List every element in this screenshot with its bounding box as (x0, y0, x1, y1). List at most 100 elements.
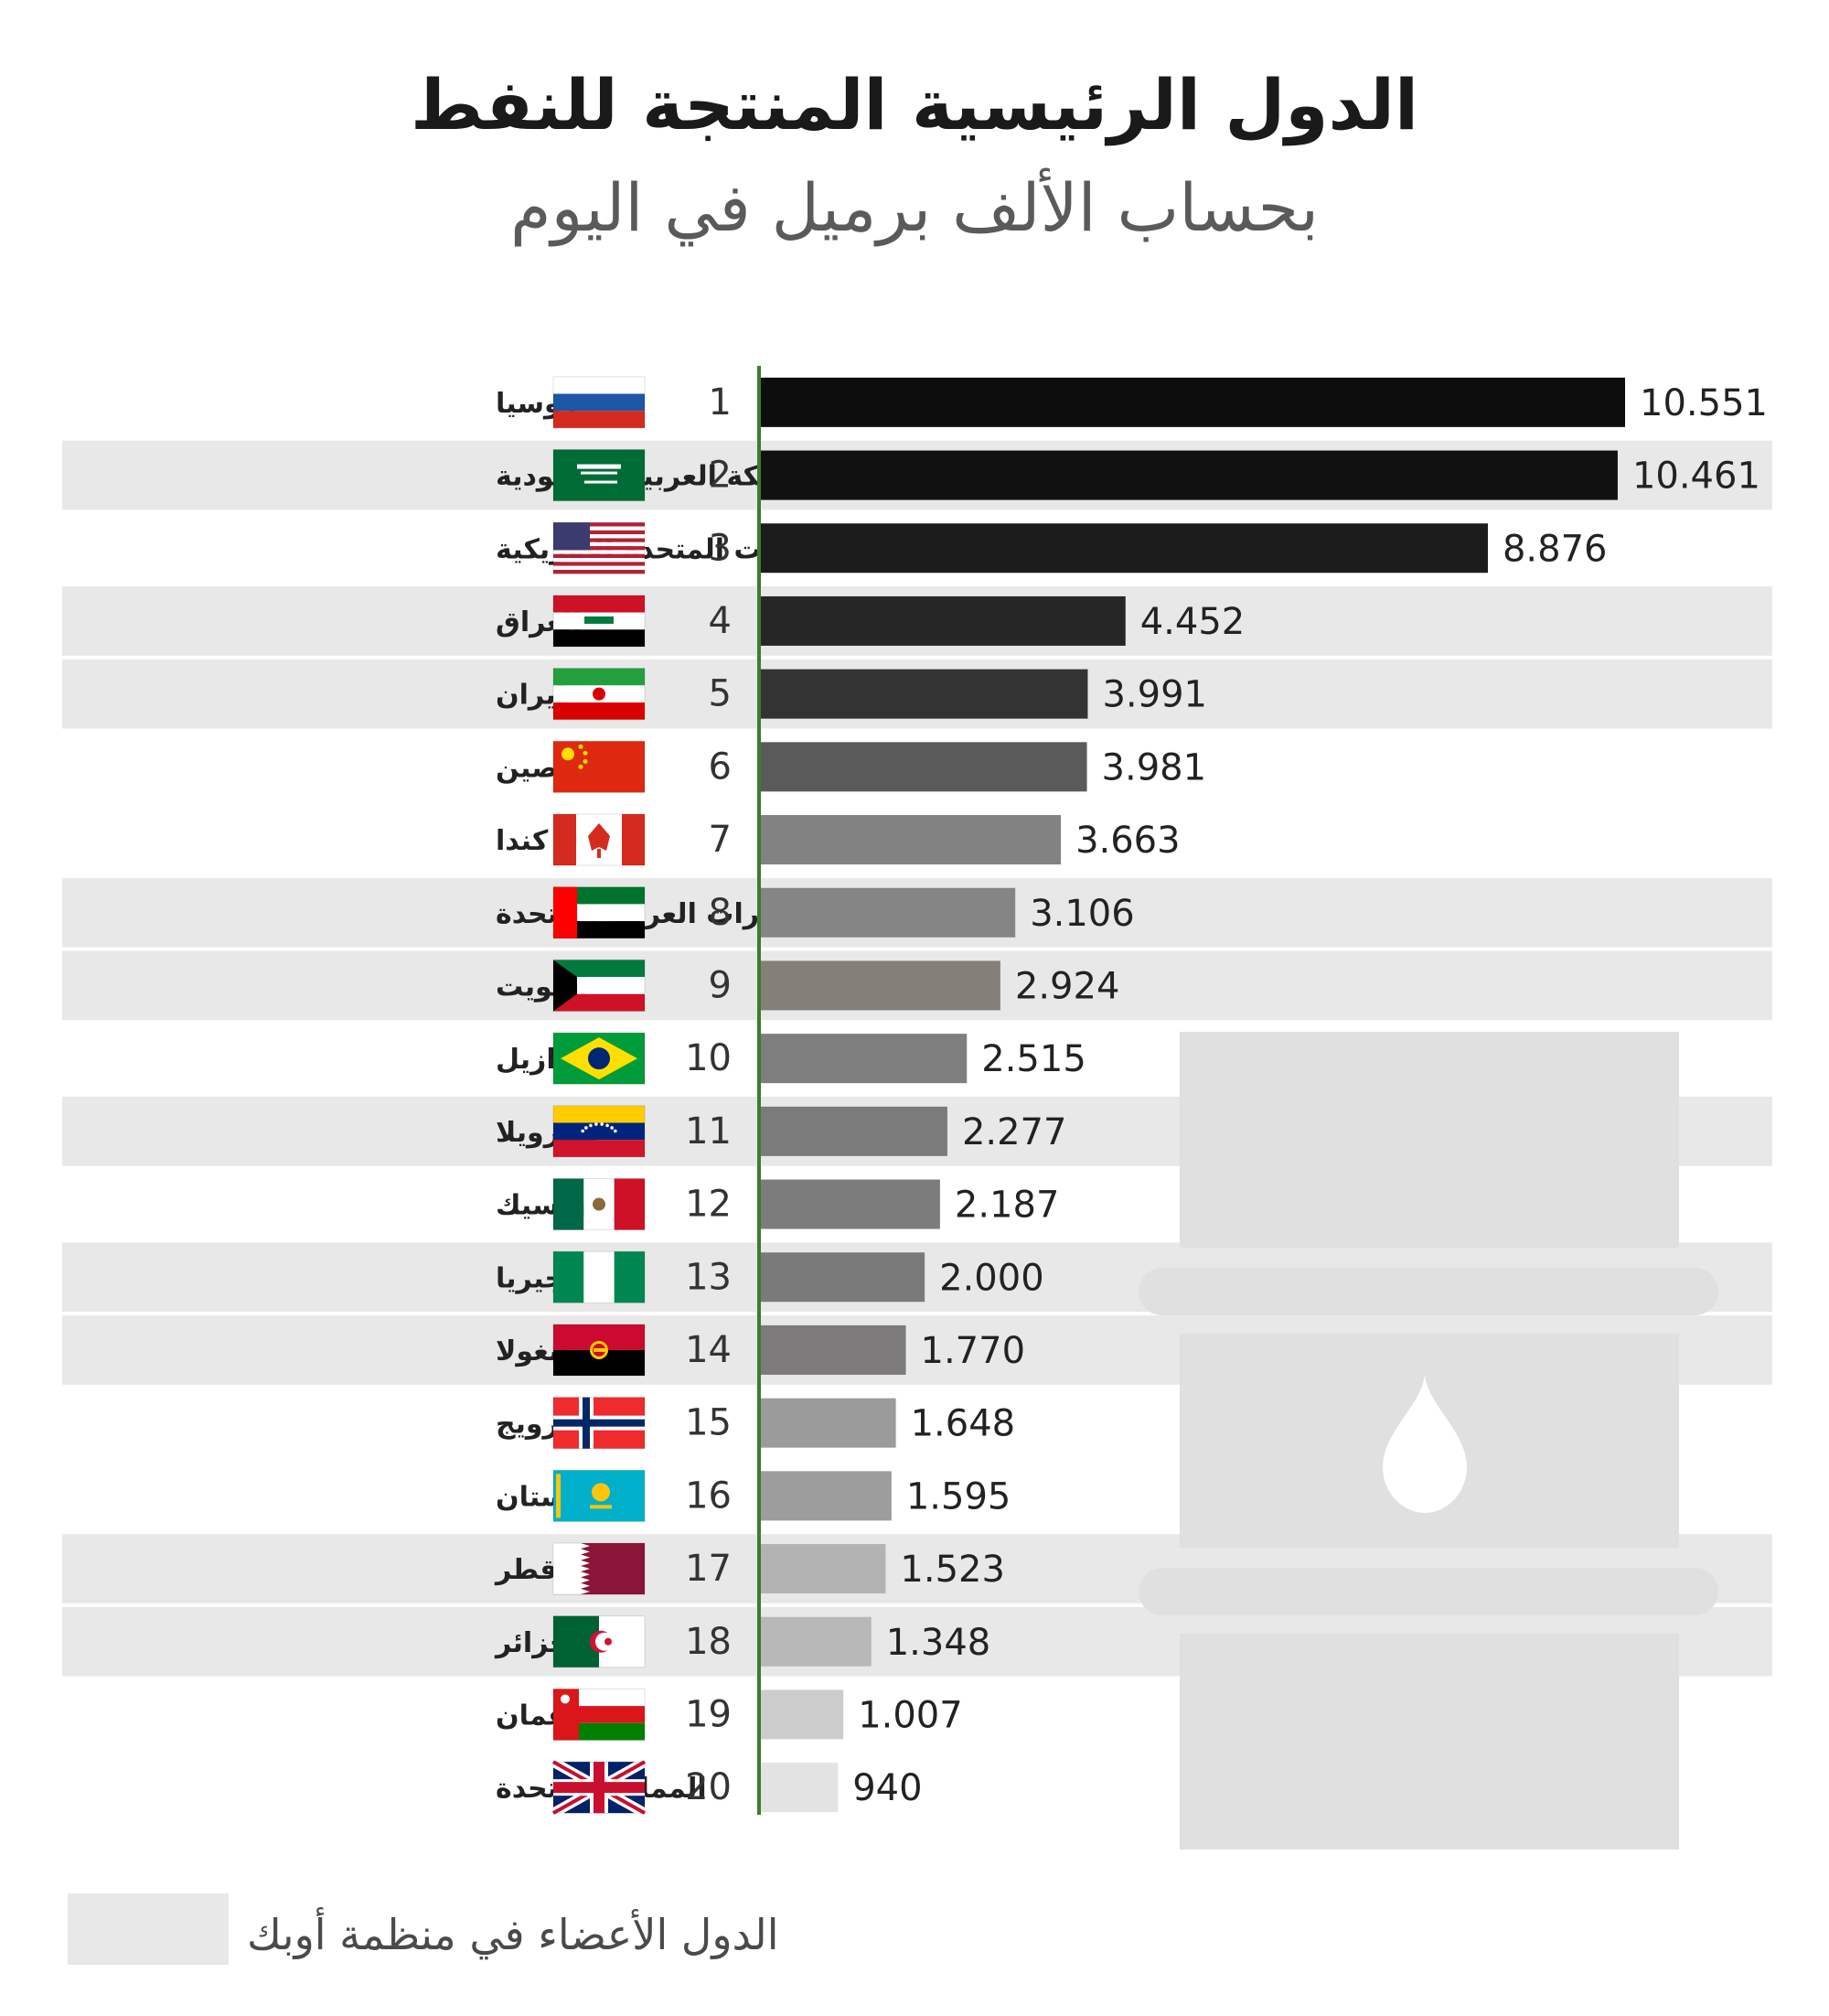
bar (761, 1616, 872, 1667)
data-label: 10.461 (1632, 456, 1760, 498)
data-label: 1.523 (900, 1549, 1005, 1591)
chart-row: الجزائر 18 1.348 (494, 1615, 991, 1668)
bar (761, 1324, 906, 1375)
data-label: 1.007 (858, 1694, 963, 1736)
kuwait-flag-icon (552, 959, 646, 1012)
chart-row: البرازيل 10 2.515 (496, 1032, 1086, 1085)
chart-row: النرويج 15 1.648 (496, 1397, 1016, 1450)
legend-swatch-opec (68, 1893, 229, 1965)
chart-row: كازاخستان161.595 (496, 1469, 1011, 1522)
chart-row: المكسيك122.187 (496, 1178, 1060, 1231)
bar (761, 450, 1618, 500)
chart-row: روسيا 1 10.551 (496, 376, 1768, 429)
chart-row: نيجيريا 13 2.000 (496, 1250, 1044, 1303)
rank-label: 15 (685, 1402, 732, 1444)
usa-flag-icon (552, 521, 646, 574)
rank-label: 9 (709, 964, 732, 1006)
bar (761, 669, 1088, 719)
data-label: 1.348 (886, 1622, 991, 1664)
bar (761, 1544, 886, 1594)
angola-flag-icon (552, 1324, 646, 1377)
bar (761, 1471, 892, 1521)
oil-barrel-illustration (1139, 1032, 1718, 1850)
chart-row: كندا 7 3.663 (496, 813, 1181, 866)
chart-row: عمان 19 1.007 (496, 1688, 963, 1741)
bar (761, 742, 1087, 792)
rank-label: 6 (709, 745, 732, 788)
algeria-flag-icon (552, 1615, 646, 1668)
rank-label: 1 (709, 381, 732, 424)
bar (761, 1689, 844, 1740)
russia-flag-icon (552, 376, 646, 429)
bar (761, 1179, 940, 1229)
bar (761, 887, 1016, 938)
data-label: 2.277 (962, 1111, 1067, 1153)
data-label: 940 (852, 1767, 922, 1809)
mexico-flag-icon (552, 1178, 646, 1231)
venezuela-flag-icon (552, 1105, 646, 1158)
uk-flag-icon (551, 1757, 647, 1818)
bar (761, 960, 1000, 1011)
bar (761, 595, 1126, 646)
rank-label: 16 (685, 1474, 732, 1517)
bar (761, 377, 1625, 427)
qatar-flag-icon (552, 1542, 646, 1595)
rank-label: 2 (709, 455, 732, 497)
iran-flag-icon (552, 668, 646, 721)
uae-flag-icon (552, 886, 646, 939)
brazil-flag-icon (552, 1032, 646, 1085)
bar (761, 1763, 839, 1813)
data-label: 1.770 (921, 1330, 1026, 1372)
data-label: 2.924 (1015, 965, 1120, 1007)
data-label: 10.551 (1640, 382, 1768, 424)
data-label: 8.876 (1503, 528, 1608, 570)
nigeria-flag-icon (552, 1250, 646, 1303)
rank-label: 20 (685, 1766, 732, 1808)
bar (761, 523, 1488, 574)
chart-row: الكويت 9 2.924 (496, 959, 1120, 1012)
rank-label: 7 (709, 819, 732, 861)
rank-label: 10 (685, 1037, 732, 1079)
chart-row: فينزويلا 11 2.277 (496, 1105, 1067, 1158)
data-label: 1.595 (906, 1475, 1011, 1517)
data-label: 2.187 (955, 1185, 1060, 1227)
data-label: 1.648 (911, 1403, 1016, 1445)
iraq-flag-icon (552, 595, 646, 648)
rank-label: 8 (709, 892, 732, 934)
saudi-arabia-flag-icon (552, 449, 646, 502)
data-label: 4.452 (1140, 601, 1246, 643)
data-label: 2.515 (981, 1038, 1086, 1080)
rank-label: 12 (685, 1184, 732, 1226)
country-label: كندا (496, 825, 549, 857)
chart-subtitle: بحساب الألف برميل في اليوم (509, 169, 1319, 246)
rank-label: 17 (685, 1548, 732, 1590)
data-label: 3.991 (1102, 674, 1207, 716)
chart-row: الصين 6 3.981 (496, 740, 1207, 793)
chart-title: الدول الرئيسية المنتجة للنفط (410, 64, 1419, 145)
rank-label: 11 (685, 1110, 732, 1153)
rank-label: 5 (709, 673, 732, 715)
chart-row: أنغولا 14 1.770 (496, 1324, 1026, 1377)
rank-label: 18 (685, 1621, 732, 1663)
china-flag-icon (552, 740, 646, 793)
bar (761, 1398, 896, 1448)
country-label: قطر (494, 1554, 558, 1586)
oman-flag-icon (552, 1688, 646, 1741)
rank-label: 14 (685, 1329, 732, 1371)
bar (761, 1252, 925, 1303)
bar (761, 815, 1062, 865)
chart-row: إيران 5 3.991 (496, 668, 1207, 721)
chart-row: العراق 4 4.452 (496, 595, 1246, 648)
data-label: 3.981 (1102, 746, 1207, 788)
kazakhstan-flag-icon (552, 1469, 646, 1522)
chart-row: قطر 17 1.523 (494, 1542, 1005, 1595)
rank-label: 19 (685, 1693, 732, 1735)
data-label: 3.663 (1075, 820, 1181, 862)
data-label: 2.000 (939, 1257, 1044, 1299)
bar (761, 1106, 947, 1156)
